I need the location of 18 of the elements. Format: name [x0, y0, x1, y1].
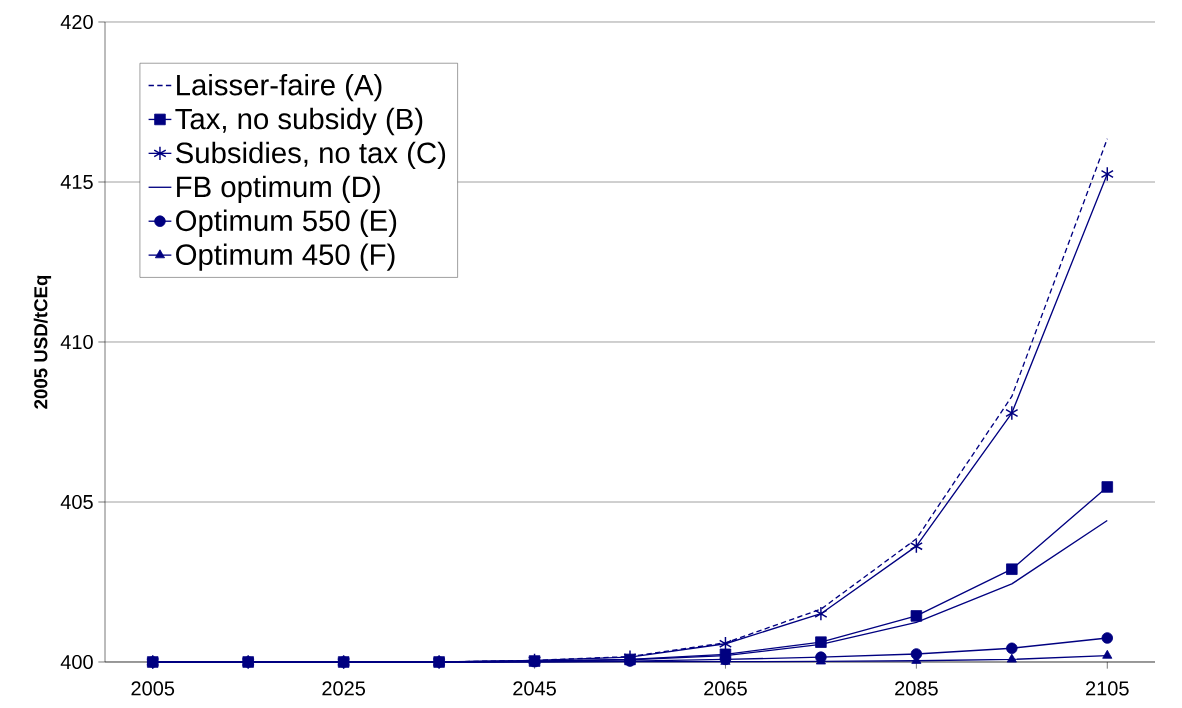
y-tick-label: 400	[60, 654, 93, 670]
legend-label: Laisser-faire (A)	[177, 73, 382, 102]
legend-label: Optimum 450 (F)	[176, 243, 395, 271]
y-tick-label: 410	[60, 334, 93, 350]
y-axis-title: 2005 USD/tCEq	[33, 275, 52, 409]
x-tick-label: 2065	[704, 681, 747, 696]
legend-label: FB optimum (D)	[177, 175, 380, 203]
x-tick-label: 2045	[513, 681, 556, 696]
y-tick-label: 415	[60, 175, 93, 189]
x-tick-label: 2025	[322, 681, 366, 696]
legend-label: Tax, no subsidy (B)	[175, 107, 423, 136]
y-tick-label: 420	[60, 14, 93, 30]
x-tick-label: 2105	[1086, 681, 1129, 696]
y-tick-label: 405	[60, 494, 93, 510]
legend-label: Subsidies, no tax (C)	[176, 141, 446, 170]
legend-label: Optimum 550 (E)	[176, 209, 397, 237]
x-tick-label: 2005	[131, 681, 175, 696]
x-tick-label: 2085	[895, 681, 938, 696]
